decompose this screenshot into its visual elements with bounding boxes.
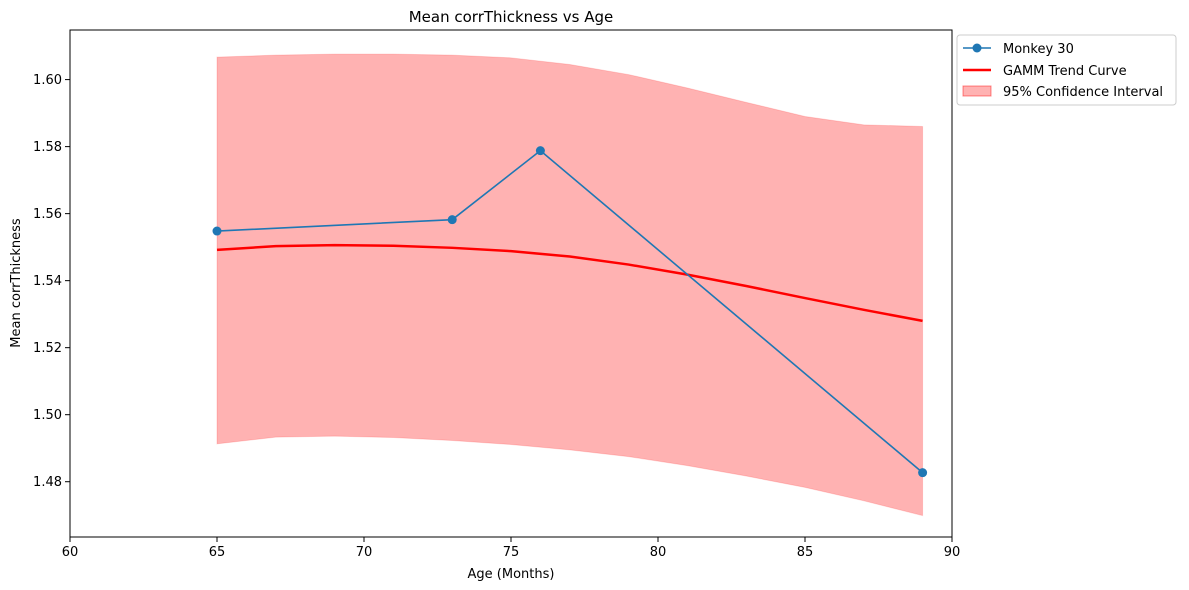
monkey-30-point bbox=[447, 215, 457, 225]
x-tick-label: 70 bbox=[356, 545, 373, 560]
gamm-trend-line bbox=[216, 243, 923, 323]
y-tick-label: 1.58 bbox=[33, 140, 62, 155]
x-tick-label: 75 bbox=[503, 545, 520, 560]
monkey-30-point bbox=[918, 468, 928, 478]
y-tick-label: 1.48 bbox=[33, 475, 62, 490]
legend-swatch-confidence-interval bbox=[962, 85, 992, 97]
x-tick-label: 90 bbox=[944, 545, 961, 560]
series-layer bbox=[212, 146, 928, 478]
confidence-band bbox=[216, 53, 924, 517]
x-tick-label: 65 bbox=[209, 545, 226, 560]
monkey-30-point bbox=[535, 146, 545, 156]
monkey-30-point bbox=[212, 226, 222, 236]
y-tick-label: 1.60 bbox=[33, 73, 62, 88]
x-axis-label: Age (Months) bbox=[468, 567, 555, 582]
legend-label-gamm-trend: GAMM Trend Curve bbox=[1003, 64, 1127, 79]
y-tick-label: 1.54 bbox=[33, 274, 62, 289]
chart-title: Mean corrThickness vs Age bbox=[409, 8, 614, 26]
legend: Monkey 30 GAMM Trend Curve 95% Confidenc… bbox=[956, 34, 1177, 106]
x-axis-ticks: 60 65 70 75 80 85 90 bbox=[62, 537, 961, 560]
y-tick-label: 1.50 bbox=[33, 408, 62, 423]
legend-label-monkey-30: Monkey 30 bbox=[1003, 42, 1074, 57]
legend-marker-monkey-30 bbox=[972, 43, 982, 53]
x-tick-label: 60 bbox=[62, 545, 79, 560]
y-axis-ticks: 1.48 1.50 1.52 1.54 1.56 1.58 1.60 bbox=[33, 73, 70, 490]
y-axis-label: Mean corrThickness bbox=[9, 218, 24, 348]
x-tick-label: 80 bbox=[650, 545, 667, 560]
legend-frame bbox=[956, 34, 1177, 106]
monkey-30-line bbox=[216, 149, 924, 474]
legend-label-confidence-interval: 95% Confidence Interval bbox=[1003, 85, 1163, 100]
confidence-band-layer bbox=[216, 53, 924, 517]
x-tick-label: 85 bbox=[797, 545, 814, 560]
y-tick-label: 1.56 bbox=[33, 207, 62, 222]
y-tick-label: 1.52 bbox=[33, 341, 62, 356]
